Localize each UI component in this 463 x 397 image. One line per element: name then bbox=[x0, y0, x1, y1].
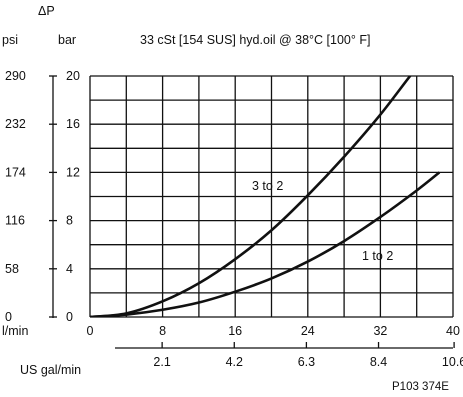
y-tick-label-bar: 0 bbox=[66, 310, 73, 324]
chart-title: 33 cSt [154 SUS] hyd.oil @ 38°C [100° F] bbox=[140, 33, 370, 47]
series-label-3-to-2: 3 to 2 bbox=[252, 179, 283, 193]
bar-tick-labels: 0 4 8 12 16 20 bbox=[49, 69, 80, 324]
bar-axis-label: bar bbox=[58, 33, 76, 47]
delta-p-symbol: ΔP bbox=[38, 4, 55, 18]
curve-1-to-2 bbox=[90, 171, 441, 317]
grid-lines bbox=[89, 75, 454, 318]
gal-axis-label: US gal/min bbox=[20, 363, 81, 377]
x-tick-label-lmin: 8 bbox=[159, 324, 166, 338]
lmin-axis-label: l/min bbox=[2, 324, 28, 338]
lmin-tick-labels: 0 8 16 24 32 40 bbox=[87, 324, 460, 338]
y-tick-label-psi: 0 bbox=[5, 310, 12, 324]
x-tick-label-gal: 6.3 bbox=[298, 355, 315, 369]
x-tick-label-lmin: 16 bbox=[228, 324, 242, 338]
x-tick-label-gal: 2.1 bbox=[153, 355, 170, 369]
curve-3-to-2 bbox=[90, 76, 412, 317]
x-tick-label-gal: 8.4 bbox=[370, 355, 387, 369]
y-tick-label-bar: 16 bbox=[66, 117, 80, 131]
x-tick-label-lmin: 32 bbox=[373, 324, 387, 338]
y-tick-label-psi: 290 bbox=[5, 69, 26, 83]
x-tick-label-gal: 10.6 bbox=[442, 355, 463, 369]
y-tick-label-bar: 20 bbox=[66, 69, 80, 83]
gal-tick-labels: 2.1 4.2 6.3 8.4 10.6 bbox=[153, 342, 463, 369]
psi-tick-labels: 0 58 116 174 232 290 bbox=[5, 69, 26, 324]
y-tick-label-psi: 232 bbox=[5, 117, 26, 131]
y-tick-label-bar: 8 bbox=[66, 214, 73, 228]
psi-axis-label: psi bbox=[2, 33, 18, 47]
y-tick-label-bar: 12 bbox=[66, 165, 80, 179]
y-tick-label-psi: 116 bbox=[5, 214, 25, 228]
figure-code: P103 374E bbox=[392, 381, 449, 393]
x-tick-label-gal: 4.2 bbox=[226, 355, 243, 369]
series-curves bbox=[90, 76, 441, 317]
y-tick-label-psi: 174 bbox=[5, 165, 26, 179]
x-tick-label-lmin: 0 bbox=[87, 324, 94, 338]
x-tick-label-lmin: 24 bbox=[301, 324, 315, 338]
series-label-1-to-2: 1 to 2 bbox=[362, 249, 393, 263]
x-tick-label-lmin: 40 bbox=[446, 324, 460, 338]
y-tick-label-bar: 4 bbox=[66, 262, 73, 276]
y-tick-label-psi: 58 bbox=[5, 262, 19, 276]
